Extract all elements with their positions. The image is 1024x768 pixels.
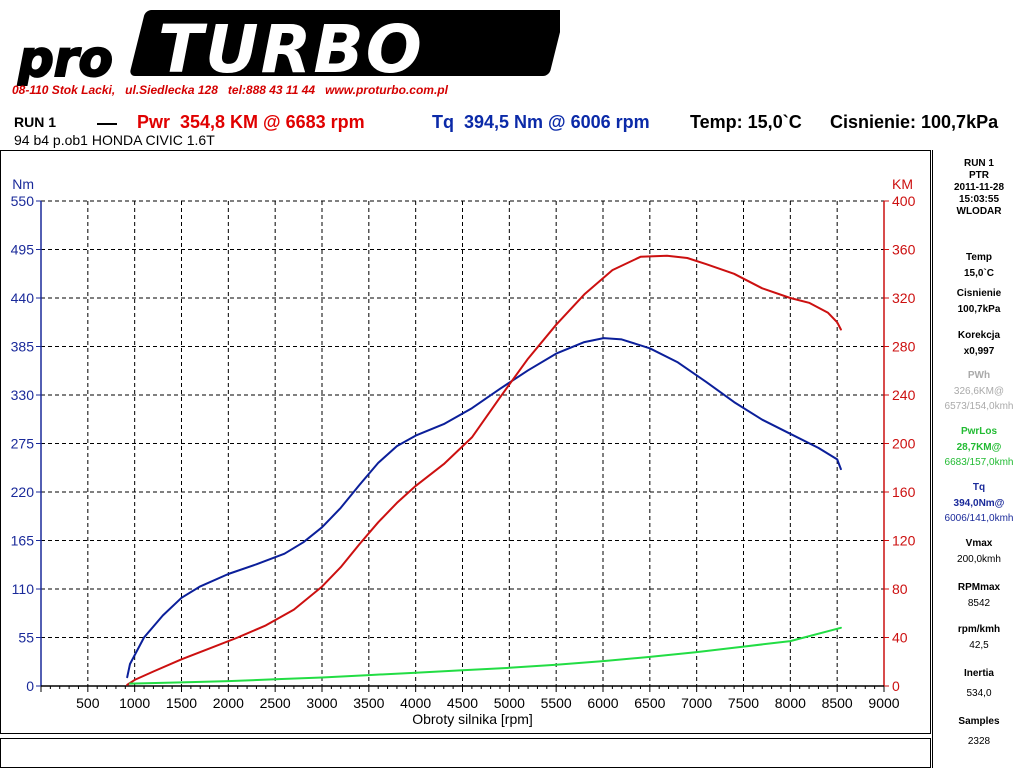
y-right-tick-label: 360 xyxy=(892,242,916,258)
series-tq-line xyxy=(126,337,842,679)
y-right-tick-label: 240 xyxy=(892,387,916,403)
dyno-chart: 0551101652202753303854404955500408012016… xyxy=(11,176,916,727)
svg-text:TURBO: TURBO xyxy=(158,11,424,86)
sidebar-vmax-label: Vmax xyxy=(965,538,993,549)
y-left-tick-label: 495 xyxy=(11,242,35,258)
sidebar-correction-value: x0,997 xyxy=(963,346,995,357)
vehicle-description: 94 b4 p.ob1 HONDA CIVIC 1.6T xyxy=(14,132,215,148)
y-left-axis-title: Nm xyxy=(12,176,34,192)
sidebar-time: 15:03:55 xyxy=(958,194,1000,205)
run-info-sidebar: RUN 1 PTR 2011-11-28 15:03:55 WLODAR Tem… xyxy=(932,150,1024,768)
x-tick-label: 6500 xyxy=(634,695,665,711)
notes-box xyxy=(0,738,931,768)
sidebar-pwrlos-label: PwrLos xyxy=(960,426,998,437)
sidebar-rpmmax-label: RPMmax xyxy=(957,582,1001,593)
sidebar-pwrlos-value1: 28,7KM@ xyxy=(956,442,1002,453)
pressure: Cisnienie: 100,7kPa xyxy=(830,112,999,132)
y-left-tick-label: 110 xyxy=(12,581,35,597)
sidebar-tq-value1: 394,0Nm@ xyxy=(953,498,1005,509)
x-tick-label: 3500 xyxy=(353,695,384,711)
y-left-tick-label: 220 xyxy=(11,484,35,500)
sidebar-correction-label: Korekcja xyxy=(957,330,1001,341)
x-tick-label: 8500 xyxy=(822,695,853,711)
sidebar-rpmkmh-label: rpm/kmh xyxy=(957,624,1001,635)
sidebar-inertia-value: 534,0 xyxy=(966,688,992,699)
torque-peak: Tq 394,5 Nm @ 6006 rpm xyxy=(432,112,650,132)
y-right-tick-label: 40 xyxy=(892,630,908,646)
sidebar-pwrlos-value2: 6683/157,0kmh xyxy=(944,457,1014,468)
sidebar-samples-value: 2328 xyxy=(967,736,991,747)
y-left-tick-label: 385 xyxy=(11,339,35,355)
x-axis-title: Obroty silnika [rpm] xyxy=(412,711,533,727)
x-tick-label: 7500 xyxy=(728,695,759,711)
y-left-tick-label: 0 xyxy=(26,678,34,694)
y-right-tick-label: 80 xyxy=(892,581,908,597)
x-tick-label: 5500 xyxy=(541,695,572,711)
x-tick-label: 5000 xyxy=(494,695,525,711)
series-pwrlos-line xyxy=(129,626,842,685)
sidebar-temp-value: 15,0`C xyxy=(963,268,994,279)
sidebar-tq-value2: 6006/141,0kmh xyxy=(944,513,1014,524)
run-label: RUN 1 xyxy=(14,114,57,130)
x-tick-label: 500 xyxy=(76,695,100,711)
sidebar-pressure-label: Cisnienie xyxy=(956,288,1002,299)
sidebar-samples-label: Samples xyxy=(958,716,1000,727)
y-left-tick-label: 330 xyxy=(11,387,35,403)
sidebar-rpmmax-value: 8542 xyxy=(967,598,991,609)
x-tick-label: 4000 xyxy=(400,695,431,711)
sidebar-pwh-value1: 326,6KM@ xyxy=(953,386,1005,397)
y-right-axis-title: KM xyxy=(892,176,913,192)
sidebar-operator: WLODAR xyxy=(956,206,1002,217)
x-tick-label: 1000 xyxy=(119,695,150,711)
svg-text:pro: pro xyxy=(17,30,113,86)
sidebar-tq-label: Tq xyxy=(972,482,986,493)
sidebar-inertia-label: Inertia xyxy=(963,668,994,679)
sidebar-rpmkmh-value: 42,5 xyxy=(969,640,989,651)
sidebar-run: RUN 1 xyxy=(963,158,994,169)
sidebar-vmax-value: 200,0kmh xyxy=(957,554,1001,565)
x-tick-label: 8000 xyxy=(775,695,806,711)
y-left-tick-label: 550 xyxy=(11,193,35,209)
y-left-tick-label: 55 xyxy=(18,630,34,646)
series-pwr-line xyxy=(126,254,842,686)
y-left-tick-label: 275 xyxy=(11,436,35,452)
x-tick-label: 4500 xyxy=(447,695,478,711)
x-tick-label: 2500 xyxy=(260,695,291,711)
y-right-tick-label: 200 xyxy=(892,436,916,452)
power-peak: Pwr 354,8 KM @ 6683 rpm xyxy=(137,112,365,132)
x-tick-label: 2000 xyxy=(213,695,244,711)
y-right-tick-label: 320 xyxy=(892,290,916,306)
x-tick-label: 6000 xyxy=(587,695,618,711)
sidebar-temp-label: Temp xyxy=(966,252,992,263)
y-right-tick-label: 160 xyxy=(892,484,916,500)
sidebar-pwh-label: PWh xyxy=(967,370,991,381)
y-right-tick-label: 400 xyxy=(892,193,916,209)
run-legend-line xyxy=(97,123,117,125)
y-right-tick-label: 120 xyxy=(892,533,916,549)
y-left-tick-label: 440 xyxy=(11,290,35,306)
x-tick-label: 3000 xyxy=(306,695,337,711)
temperature: Temp: 15,0`C xyxy=(690,112,802,132)
chart-frame xyxy=(0,150,931,734)
y-right-tick-label: 0 xyxy=(892,678,900,694)
x-tick-label: 1500 xyxy=(166,695,197,711)
sidebar-ptr: PTR xyxy=(969,170,989,181)
sidebar-pwh-value2: 6573/154,0kmh xyxy=(944,401,1014,412)
x-tick-label: 9000 xyxy=(868,695,899,711)
y-left-tick-label: 165 xyxy=(11,533,35,549)
sidebar-pressure-value: 100,7kPa xyxy=(957,304,1001,315)
x-tick-label: 7000 xyxy=(681,695,712,711)
company-address: 08-110 Stok Lacki, ul.Siedlecka 128 tel:… xyxy=(12,83,448,97)
proturbo-logo: pro TURBO xyxy=(16,10,560,86)
sidebar-date: 2011-11-28 xyxy=(953,182,1005,193)
y-right-tick-label: 280 xyxy=(892,339,916,355)
